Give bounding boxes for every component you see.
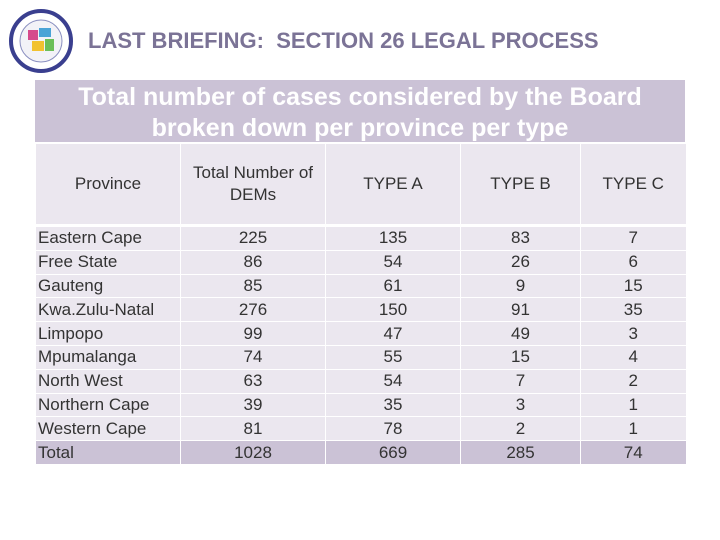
total-row: Total 1028 669 285 74 xyxy=(35,440,686,464)
province-cell: Kwa.Zulu-Natal xyxy=(35,297,181,323)
number-cell: 47 xyxy=(325,321,461,346)
province-cell: Western Cape xyxy=(35,416,181,442)
province-cell: Eastern Cape xyxy=(35,225,181,251)
number-cell: 83 xyxy=(460,225,581,251)
table-row: Mpumalanga 74 55 15 4 xyxy=(35,345,686,370)
table-row: Limpopo 99 47 49 3 xyxy=(35,321,686,346)
number-cell: 35 xyxy=(325,393,461,418)
table-row: Free State 86 54 26 6 xyxy=(35,250,686,275)
number-cell: 74 xyxy=(580,440,686,464)
number-cell: 1 xyxy=(580,393,686,418)
number-cell: 3 xyxy=(580,321,686,346)
slide-title: LAST BRIEFING: SECTION 26 LEGAL PROCESS xyxy=(88,28,599,53)
number-cell: 39 xyxy=(180,393,326,418)
number-cell: 91 xyxy=(460,297,581,323)
number-cell: 15 xyxy=(460,345,581,370)
province-cell: Northern Cape xyxy=(35,393,181,418)
table-row: Western Cape 81 78 2 1 xyxy=(35,416,686,442)
number-cell: 4 xyxy=(580,345,686,370)
number-cell: 150 xyxy=(325,297,461,323)
number-cell: 54 xyxy=(325,369,461,394)
table-row: North West 63 54 7 2 xyxy=(35,369,686,394)
number-cell: 9 xyxy=(460,274,581,299)
province-cell: Gauteng xyxy=(35,274,181,299)
table-row: Eastern Cape 225 135 83 7 xyxy=(35,225,686,251)
number-cell: 54 xyxy=(325,250,461,275)
table-title: Total number of cases considered by the … xyxy=(35,80,685,144)
table: Province Total Number of DEMs TYPE A TYPE B… xyxy=(35,144,686,464)
number-cell: 669 xyxy=(325,440,461,464)
number-cell: 78 xyxy=(325,416,461,442)
table-row: Northern Cape 39 35 3 1 xyxy=(35,393,686,418)
number-cell: 2 xyxy=(580,369,686,394)
province-cell: Limpopo xyxy=(35,321,181,346)
column-header: TYPE C xyxy=(580,144,686,227)
column-header: TYPE A xyxy=(325,144,461,227)
column-header: Province xyxy=(35,144,181,227)
number-cell: 3 xyxy=(460,393,581,418)
column-header: Total Number of DEMs xyxy=(180,144,326,227)
column-header: TYPE B xyxy=(460,144,581,227)
number-cell: 7 xyxy=(580,225,686,251)
number-cell: 35 xyxy=(580,297,686,323)
number-cell: 49 xyxy=(460,321,581,346)
number-cell: 63 xyxy=(180,369,326,394)
number-cell: 81 xyxy=(180,416,326,442)
number-cell: 135 xyxy=(325,225,461,251)
province-cell: Free State xyxy=(35,250,181,275)
number-cell: 15 xyxy=(580,274,686,299)
logo xyxy=(9,9,73,73)
number-cell: 276 xyxy=(180,297,326,323)
province-cell: North West xyxy=(35,369,181,394)
number-cell: 1 xyxy=(580,416,686,442)
header-row: Province Total Number of DEMs TYPE A TYPE B… xyxy=(35,144,686,227)
number-cell: 285 xyxy=(460,440,581,464)
table-box: Total number of cases considered by the … xyxy=(35,80,686,464)
number-cell: 7 xyxy=(460,369,581,394)
number-cell: 26 xyxy=(460,250,581,275)
number-cell: 74 xyxy=(180,345,326,370)
number-cell: 2 xyxy=(460,416,581,442)
number-cell: 99 xyxy=(180,321,326,346)
number-cell: 6 xyxy=(580,250,686,275)
number-cell: 1028 xyxy=(180,440,326,464)
number-cell: 85 xyxy=(180,274,326,299)
table-row: Kwa.Zulu-Natal 276 150 91 35 xyxy=(35,297,686,323)
number-cell: 86 xyxy=(180,250,326,275)
number-cell: 225 xyxy=(180,225,326,251)
table-row: Gauteng 85 61 9 15 xyxy=(35,274,686,299)
province-cell: Total xyxy=(35,440,181,464)
province-cell: Mpumalanga xyxy=(35,345,181,370)
number-cell: 55 xyxy=(325,345,461,370)
number-cell: 61 xyxy=(325,274,461,299)
